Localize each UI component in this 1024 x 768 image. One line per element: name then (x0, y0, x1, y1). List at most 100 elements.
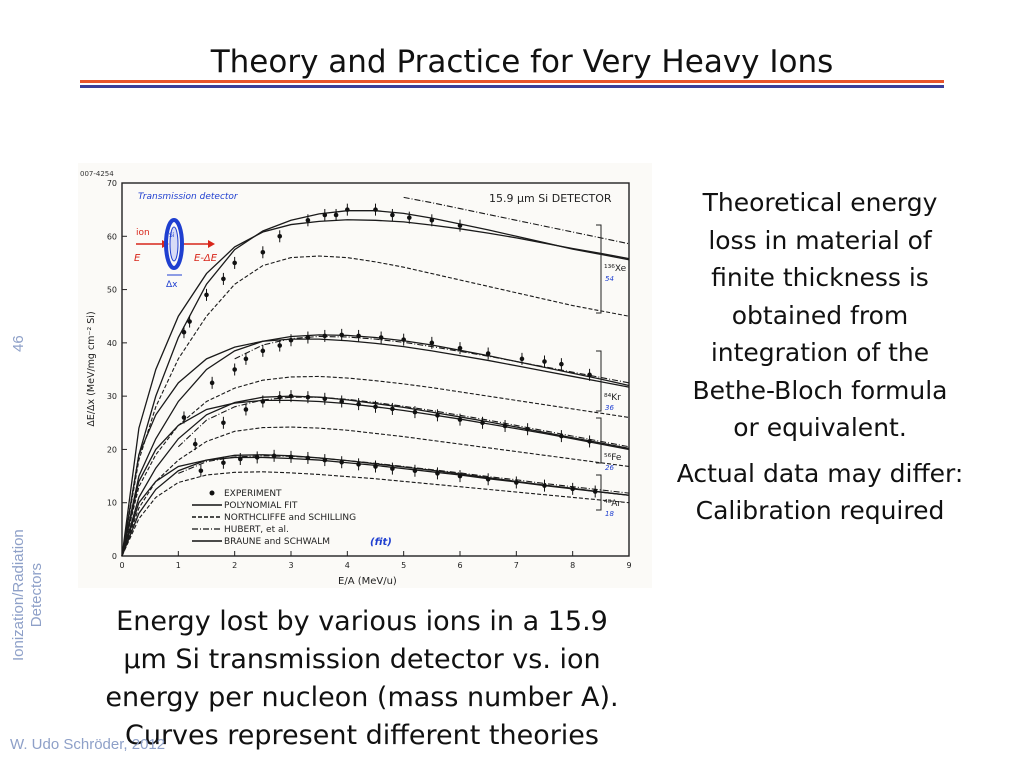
x-tick-label-5: 5 (401, 561, 406, 570)
legend-label-polynomial: POLYNOMIAL FIT (224, 501, 298, 511)
experiment-point-ar (485, 476, 491, 482)
experiment-point-fe (390, 406, 395, 412)
ion-charge-annotation-2: 26 (605, 464, 614, 472)
y-tick-label-60: 60 (107, 232, 117, 241)
y-tick-label-70: 70 (107, 179, 117, 188)
experiment-point-fe (502, 423, 508, 429)
experiment-point-fe (356, 401, 361, 407)
x-tick-label-2: 2 (232, 561, 237, 570)
experiment-point-fe (243, 407, 249, 412)
experiment-point-ar (288, 454, 294, 460)
experiment-point-kr (559, 361, 564, 367)
curve-kr-braune-schwalm (121, 338, 630, 557)
y-tick-label-0: 0 (112, 552, 117, 561)
experiment-point-kr (401, 337, 406, 342)
curve-bracket-kr (596, 350, 602, 412)
inset-ion-label: ion (136, 228, 150, 238)
legend-label-braune: BRAUNE and SCHWALM (224, 537, 330, 547)
experiment-point-ar (322, 457, 328, 463)
y-tick-label-20: 20 (107, 445, 117, 454)
experiment-point-fe (559, 433, 564, 439)
ion-charge-annotation-3: 18 (605, 510, 614, 518)
experiment-point-fe (457, 417, 463, 422)
experiment-point-kr (305, 335, 311, 340)
y-tick-label-40: 40 (107, 339, 117, 348)
experiment-point-xe (345, 207, 350, 212)
experiment-point-ar (390, 466, 395, 471)
experiment-point-fe (288, 393, 294, 399)
experiment-point-xe (221, 276, 226, 282)
legend-marker-experiment (209, 490, 215, 496)
theory-curves (121, 196, 630, 557)
experiment-point-xe (322, 212, 328, 218)
experiment-point-ar (435, 471, 440, 476)
inset-dx-label: Δx (166, 280, 178, 290)
experiment-point-fe (221, 420, 226, 426)
page-number: 46 (10, 335, 27, 352)
experiment-point-ar (412, 468, 418, 474)
experiment-point-xe (260, 249, 266, 255)
inset-si-label: Si (169, 232, 175, 239)
experiment-point-fe (277, 394, 283, 400)
x-tick-label-1: 1 (176, 561, 181, 570)
experiment-point-fe (412, 409, 418, 415)
experiment-point-ar (457, 473, 463, 479)
experiment-point-xe (457, 223, 463, 228)
experiment-point-kr (587, 372, 592, 378)
curve-bracket-ar (596, 474, 602, 511)
figure-id: 007-4254 (80, 170, 114, 178)
explanation-theory: Theoretical energy loss in material of f… (692, 188, 948, 442)
experiment-point-kr (485, 351, 491, 356)
inset-ion-arrowhead-out (208, 240, 215, 248)
legend-braune-annotation: (fit) (370, 537, 392, 548)
curve-ar-hubert (178, 455, 630, 494)
experiment-point-kr (378, 335, 384, 340)
curve-kr-northcliffe (121, 375, 630, 557)
x-tick-label-6: 6 (457, 561, 462, 570)
curve-bracket-xe (596, 224, 602, 314)
experiment-point-ar (592, 489, 598, 494)
experiment-point-xe (429, 218, 435, 223)
experiment-point-kr (457, 345, 463, 351)
curve-fe-hubert (177, 396, 630, 448)
legend-label-experiment: EXPERIMENT (224, 489, 282, 499)
experiment-point-ar (238, 456, 243, 462)
experiment-point-xe (333, 212, 339, 218)
curve-xe-braune-schwalm (121, 219, 630, 557)
experiment-point-fe (305, 394, 311, 400)
inset-title: Transmission detector (138, 192, 239, 202)
experiment-point-kr (181, 415, 187, 420)
chart-legend: EXPERIMENT POLYNOMIAL FIT NORTHCLIFFE an… (192, 489, 392, 548)
experiment-point-fe (587, 439, 592, 444)
curve-fe-braune-schwalm (121, 399, 630, 557)
course-title-line2: Detectors (28, 563, 45, 628)
stopping-power-chart: 007-4254 0 1 2 3 4 5 6 7 8 9 0 10 20 30 40 50 60 70 15.9 … (78, 163, 652, 588)
curve-xe-hubert (403, 196, 630, 245)
curve-bracket-fe (596, 417, 602, 464)
curve-xe-northcliffe (121, 255, 630, 557)
curve-ar-northcliffe (121, 471, 630, 557)
experiment-point-kr (356, 333, 361, 339)
experiment-points (181, 203, 598, 498)
experiment-point-ar (356, 462, 361, 467)
experiment-point-kr (232, 367, 237, 372)
y-tick-label-10: 10 (107, 499, 117, 508)
curve-xe-polynomial-fit (121, 210, 630, 557)
experiment-point-ar (198, 468, 204, 474)
plot-frame (121, 182, 630, 557)
axis-ticks: 0 1 2 3 4 5 6 7 8 9 0 10 20 30 40 50 60 70 (107, 179, 632, 570)
experiment-point-kr (277, 343, 283, 348)
experiment-point-xe (390, 212, 395, 218)
experiment-point-xe (277, 233, 283, 239)
course-title-line1: Ionization/Radiation (10, 529, 27, 661)
experiment-point-fe (339, 399, 345, 404)
legend-label-northcliffe: NORTHCLIFFE and SCHILLING (224, 513, 356, 523)
legend-label-hubert: HUBERT, et al. (224, 525, 289, 535)
x-tick-label-3: 3 (288, 561, 293, 570)
ion-charge-annotation-0: 54 (605, 275, 614, 283)
panel-label: 15.9 μm Si DETECTOR (489, 192, 612, 205)
experiment-point-ar (542, 483, 547, 488)
ion-label-2: ⁵⁶Fe (604, 453, 622, 463)
experiment-point-xe (232, 260, 237, 266)
